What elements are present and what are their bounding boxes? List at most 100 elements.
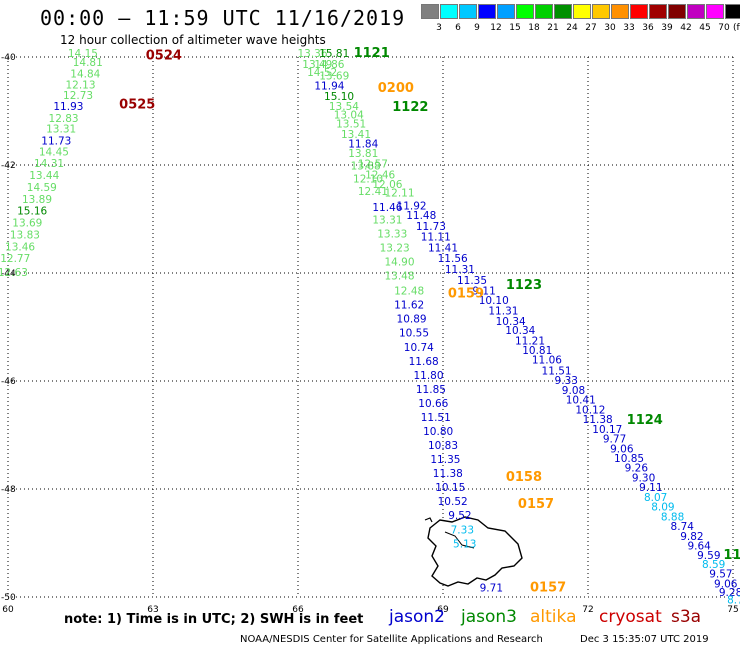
swh-value: 10.83 xyxy=(428,440,458,452)
pass-label: 11 xyxy=(723,548,740,563)
lon-label: 69 xyxy=(437,605,449,615)
swh-value: 8.88 xyxy=(661,511,684,523)
swh-value: 9.52 xyxy=(448,510,471,522)
swh-value: 9.71 xyxy=(480,583,503,595)
swh-value: 11.38 xyxy=(583,414,613,426)
swh-value: 10.17 xyxy=(592,424,622,436)
swh-value: 13.49 xyxy=(302,59,332,71)
track-s3a-west: 14.1514.8114.8412.1312.7311.9312.8313.31… xyxy=(0,48,103,279)
legend-label-70: 70 xyxy=(718,23,730,33)
swh-value: 11.51 xyxy=(421,412,451,424)
legend-label-39: 39 xyxy=(661,23,673,33)
swh-value: 14.31 xyxy=(34,158,64,170)
swh-value: 14.84 xyxy=(70,69,100,81)
satellite-s3a: s3a xyxy=(671,607,702,627)
swh-value: 9.06 xyxy=(714,578,738,590)
swh-value: 11.35 xyxy=(457,275,487,287)
legend-color-boxes xyxy=(421,4,740,19)
island-inner-coast xyxy=(444,531,475,549)
legend-swatch-10 xyxy=(611,4,629,19)
lon-label: 66 xyxy=(292,605,304,615)
lat-label: -40 xyxy=(1,53,16,63)
pass-label: 0157 xyxy=(530,581,566,596)
swh-value: 11.73 xyxy=(416,221,446,233)
swh-value: 12.46 xyxy=(365,170,395,182)
lon-label: 75 xyxy=(727,605,738,615)
swh-value: 9.82 xyxy=(680,531,703,543)
swh-value: 10.55 xyxy=(399,328,429,340)
swh-value: 11.11 xyxy=(421,232,451,244)
legend-label-42: 42 xyxy=(680,23,692,33)
pass-label: 0525 xyxy=(119,97,155,112)
footer-note: note: 1) Time is in UTC; 2) SWH is in fe… xyxy=(64,612,364,627)
swh-value: 13.23 xyxy=(380,242,410,254)
swh-value: 10.85 xyxy=(614,453,644,465)
swh-value: 14.81 xyxy=(73,57,103,69)
swh-value: 11.62 xyxy=(394,300,424,312)
legend-swatch-16 xyxy=(725,4,740,19)
swh-value: 14.52 xyxy=(307,67,337,79)
swh-value: 10.41 xyxy=(566,395,596,407)
swh-value: 13.44 xyxy=(29,170,59,182)
pass-label: 1123 xyxy=(506,278,542,293)
swh-value: 13.81 xyxy=(348,148,378,160)
swh-value: 10.66 xyxy=(418,398,448,410)
swh-value: 13.46 xyxy=(5,241,35,253)
swh-value: 12.48 xyxy=(394,286,424,298)
swh-value: 13.33 xyxy=(377,228,407,240)
satellite-cryosat: cryosat xyxy=(599,607,662,627)
swh-value: 11.48 xyxy=(406,210,436,222)
swh-value: 11.51 xyxy=(542,366,572,378)
map-subtitle: 12 hour collection of altimeter wave hei… xyxy=(60,33,326,47)
swh-value: 10.80 xyxy=(423,426,453,438)
legend-swatch-1 xyxy=(440,4,458,19)
legend-label-27: 27 xyxy=(585,23,597,33)
swh-value: 11.35 xyxy=(430,454,460,466)
swh-value: 13.54 xyxy=(329,101,359,113)
swh-value: 9.64 xyxy=(687,540,711,552)
swh-value: 9.57 xyxy=(709,569,732,581)
swh-value: 9.28 xyxy=(719,587,740,599)
swh-value: 12.10 xyxy=(353,173,383,185)
swh-value: 12.06 xyxy=(372,179,402,191)
legend-label-30: 30 xyxy=(604,23,616,33)
swh-value: 12.73 xyxy=(63,90,93,102)
swh-value: 13.69 xyxy=(12,218,42,230)
swh-value: 11.31 xyxy=(488,306,518,318)
legend-swatch-8 xyxy=(573,4,591,19)
swh-value: 14.15 xyxy=(68,48,98,60)
legend-swatch-9 xyxy=(592,4,610,19)
pass-label: 0200 xyxy=(378,81,414,96)
legend-swatch-12 xyxy=(649,4,667,19)
pass-label: 1121 xyxy=(354,46,390,61)
legend-swatch-11 xyxy=(630,4,648,19)
swh-value: 9.33 xyxy=(555,375,578,387)
lat-label: -44 xyxy=(1,269,16,279)
swh-value: 9.06 xyxy=(610,443,634,455)
kerguelen-island-outline xyxy=(427,516,523,587)
track-jason3-1121: 13.3615.8113.4914.8614.5213.6911.9415.10… xyxy=(297,48,740,606)
graticule xyxy=(7,56,734,598)
legend-swatch-5 xyxy=(516,4,534,19)
swh-value: 13.89 xyxy=(22,194,52,206)
legend-swatch-14 xyxy=(687,4,705,19)
generated-timestamp: Dec 3 15:35:07 UTC 2019 xyxy=(580,634,709,645)
legend-label-15: 15 xyxy=(509,23,521,33)
lon-label: 72 xyxy=(582,605,593,615)
swh-value: 13.51 xyxy=(336,119,366,131)
lat-label: -48 xyxy=(1,485,16,495)
swh-value: 8.7 xyxy=(727,594,740,606)
legend-label-36: 36 xyxy=(642,23,654,33)
swh-value: 10.74 xyxy=(404,342,434,354)
swh-value: 10.10 xyxy=(479,295,509,307)
satellite-jason3: jason3 xyxy=(461,607,517,627)
swh-value: 11.80 xyxy=(413,370,443,382)
swh-value: 11.46 xyxy=(372,202,402,214)
swh-value: 10.89 xyxy=(397,314,427,326)
legend-label-45: 45 xyxy=(699,23,711,33)
islet-outline xyxy=(424,517,433,523)
swh-value: 11.56 xyxy=(438,253,468,265)
swh-value: 14.86 xyxy=(314,59,344,71)
